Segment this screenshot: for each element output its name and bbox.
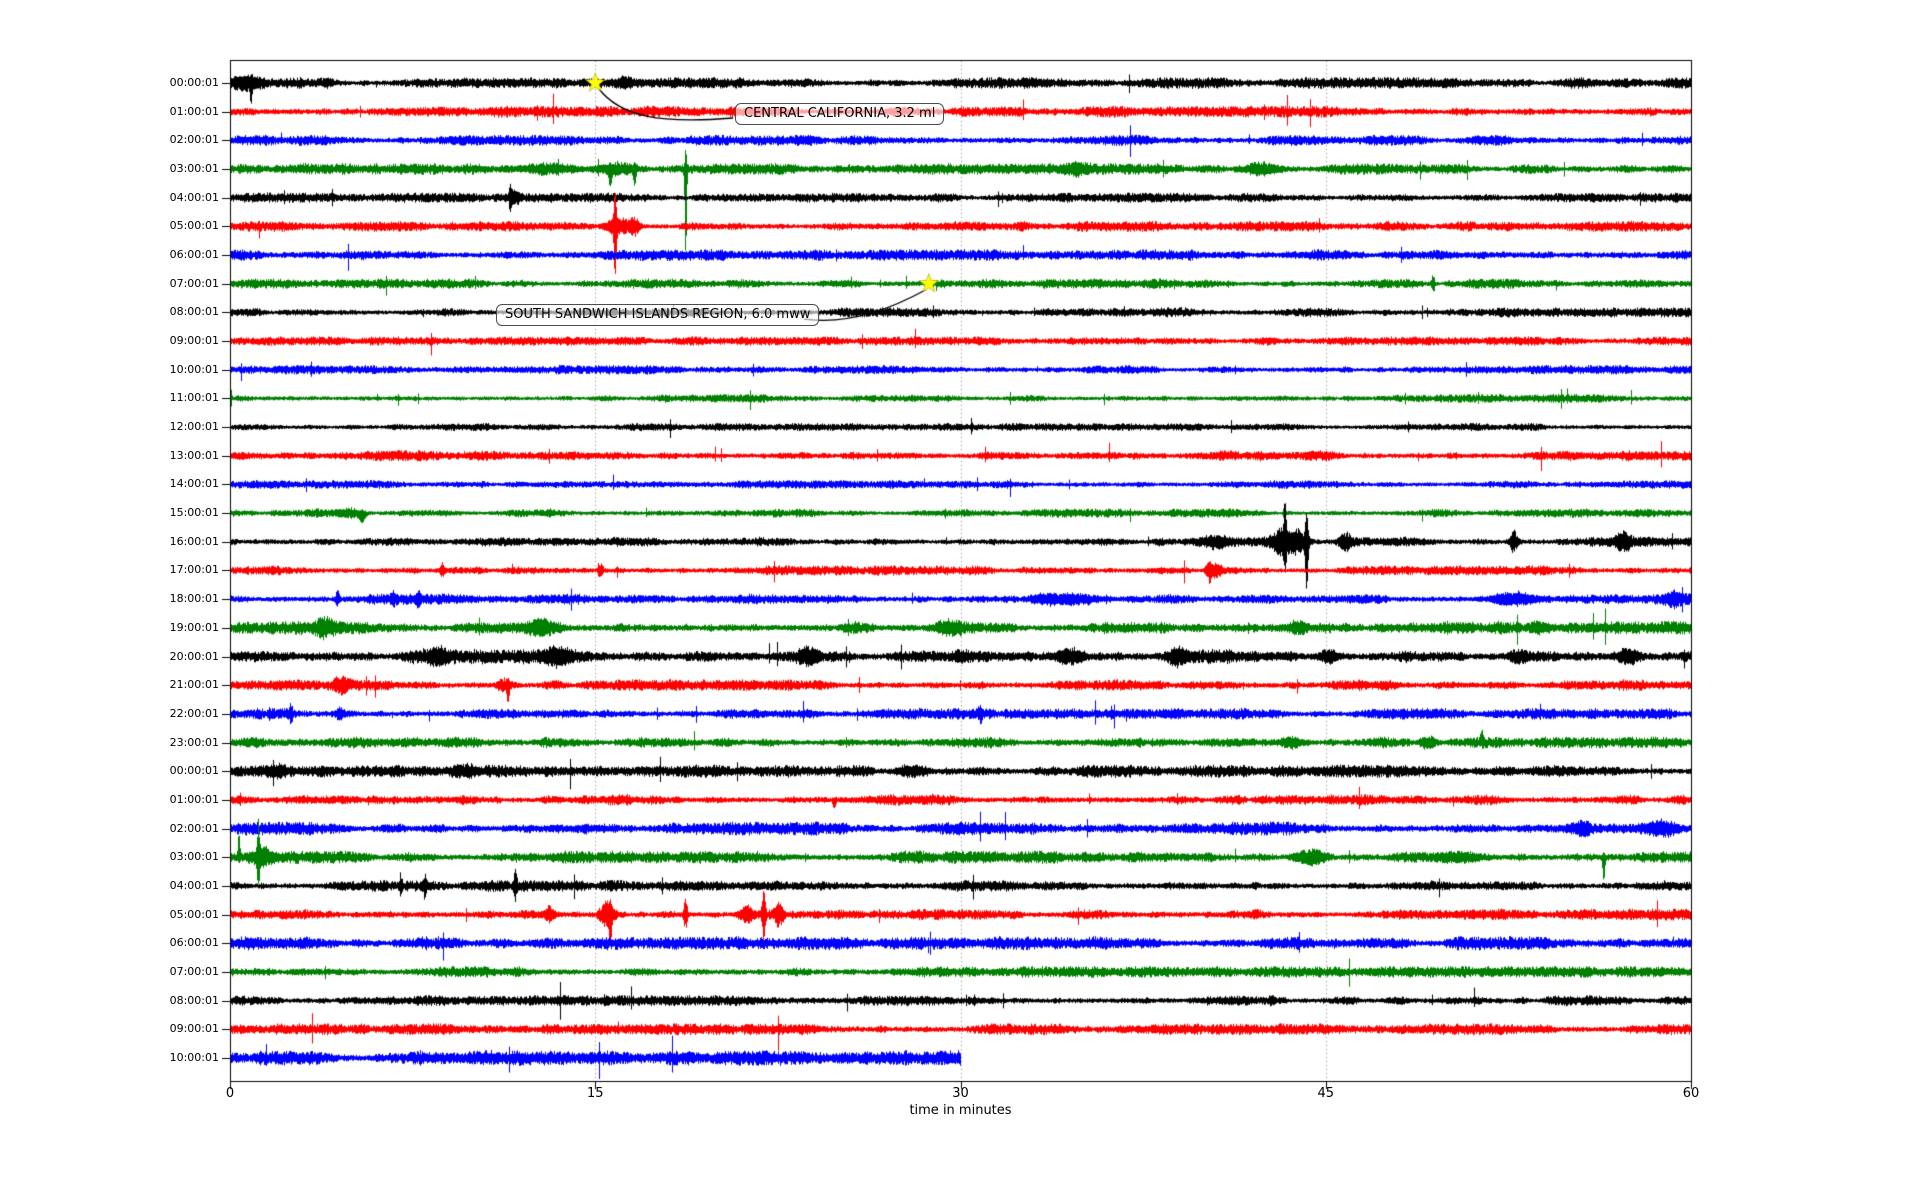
x-tick-label: 15 xyxy=(586,1086,604,1101)
row-time-label: 05:00:01 xyxy=(169,219,219,233)
row-time-label: 03:00:01 xyxy=(169,850,219,864)
row-time-label: 23:00:01 xyxy=(169,735,219,749)
x-tick-label: 30 xyxy=(952,1086,969,1101)
row-time-label: 15:00:01 xyxy=(169,506,219,520)
event-annotation-label: CENTRAL CALIFORNIA, 3.2 ml xyxy=(744,106,936,121)
row-time-label: 11:00:01 xyxy=(169,391,219,405)
row-time-label: 05:00:01 xyxy=(169,907,219,921)
row-time-label: 09:00:01 xyxy=(169,1022,219,1036)
row-time-label: 14:00:01 xyxy=(169,477,219,491)
row-time-label: 21:00:01 xyxy=(169,678,219,692)
row-time-label: 13:00:01 xyxy=(169,448,219,462)
row-time-label: 12:00:01 xyxy=(169,420,219,434)
row-time-label: 22:00:01 xyxy=(169,706,219,720)
row-time-label: 08:00:01 xyxy=(169,305,219,319)
row-time-label: 04:00:01 xyxy=(169,878,219,892)
row-time-label: 03:00:01 xyxy=(169,162,219,176)
row-time-label: 06:00:01 xyxy=(169,936,219,950)
row-time-label: 02:00:01 xyxy=(169,821,219,835)
x-tick-label: 0 xyxy=(225,1086,235,1101)
row-time-label: 02:00:01 xyxy=(169,133,219,147)
x-tick-label: 60 xyxy=(1682,1086,1700,1101)
row-time-label: 20:00:01 xyxy=(169,649,219,663)
row-time-label: 07:00:01 xyxy=(169,964,219,978)
row-time-label: 00:00:01 xyxy=(169,76,219,89)
x-axis-title: time in minutes xyxy=(909,1103,1012,1118)
row-time-label: 01:00:01 xyxy=(169,792,219,806)
row-time-label: 01:00:01 xyxy=(169,104,219,118)
event-annotation-label: SOUTH SANDWICH ISLANDS REGION, 6.0 mww xyxy=(505,307,811,322)
row-time-label: 08:00:01 xyxy=(169,993,219,1007)
row-time-label: 06:00:01 xyxy=(169,248,219,262)
row-time-label: 19:00:01 xyxy=(169,620,219,634)
row-time-label: 16:00:01 xyxy=(169,534,219,548)
x-tick-label: 45 xyxy=(1317,1086,1335,1101)
row-time-label: 09:00:01 xyxy=(169,334,219,348)
row-time-label: 07:00:01 xyxy=(169,276,219,290)
event-annotation-central-california: CENTRAL CALIFORNIA, 3.2 ml xyxy=(735,103,945,125)
event-annotation-south-sandwich: SOUTH SANDWICH ISLANDS REGION, 6.0 mww xyxy=(496,304,820,326)
row-time-label: 04:00:01 xyxy=(169,190,219,204)
row-time-label: 00:00:01 xyxy=(169,764,219,778)
row-time-label: 17:00:01 xyxy=(169,563,219,577)
row-time-label: 10:00:01 xyxy=(169,362,219,376)
row-time-label: 10:00:01 xyxy=(169,1050,219,1064)
row-time-label: 18:00:01 xyxy=(169,592,219,606)
